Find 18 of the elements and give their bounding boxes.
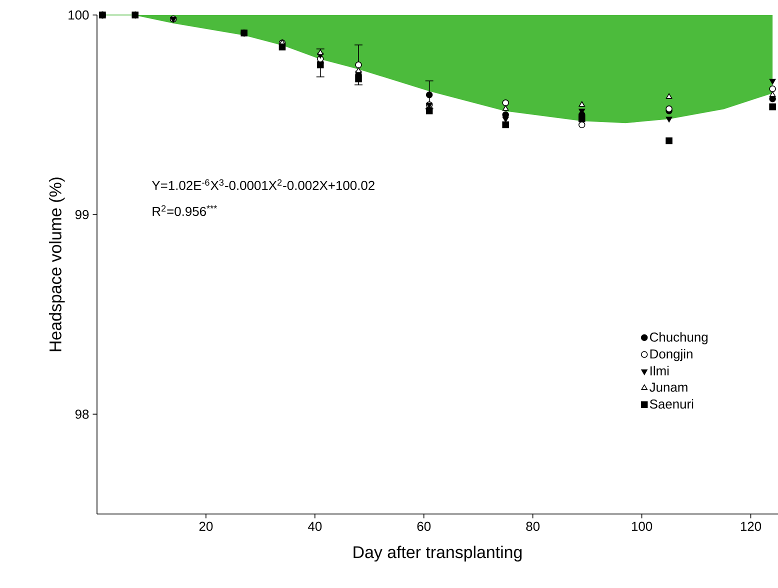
- legend-label: Dongjin: [650, 349, 692, 362]
- y-axis-title: Headspace volume (%): [48, 178, 65, 352]
- x-tick-label: 20: [199, 522, 213, 531]
- y-tick-label: 100: [68, 10, 89, 20]
- x-tick-label: 100: [632, 522, 652, 531]
- x-tick-label: 40: [308, 522, 322, 531]
- x-axis-title: Day after transplanting: [354, 546, 522, 562]
- x-tick-label: 120: [740, 522, 762, 531]
- legend-label: Chuchung: [650, 332, 708, 344]
- legend-label: Saenuri: [650, 399, 694, 409]
- x-tick-label: 80: [526, 522, 540, 531]
- legend-label: Ilmi: [650, 366, 669, 376]
- annotation: Y=1.02E$^{-6}$X$^{3}$-0.0001X$^{2}$-0.002X+100.02: [152, 179, 374, 190]
- y-tick-label: 99: [75, 210, 89, 220]
- x-tick-label: 60: [417, 522, 431, 531]
- legend-label: Junam: [650, 382, 688, 392]
- y-tick-label: 98: [75, 410, 89, 419]
- annotation: R$^{2}$=0.956$^{***}$: [152, 205, 217, 216]
